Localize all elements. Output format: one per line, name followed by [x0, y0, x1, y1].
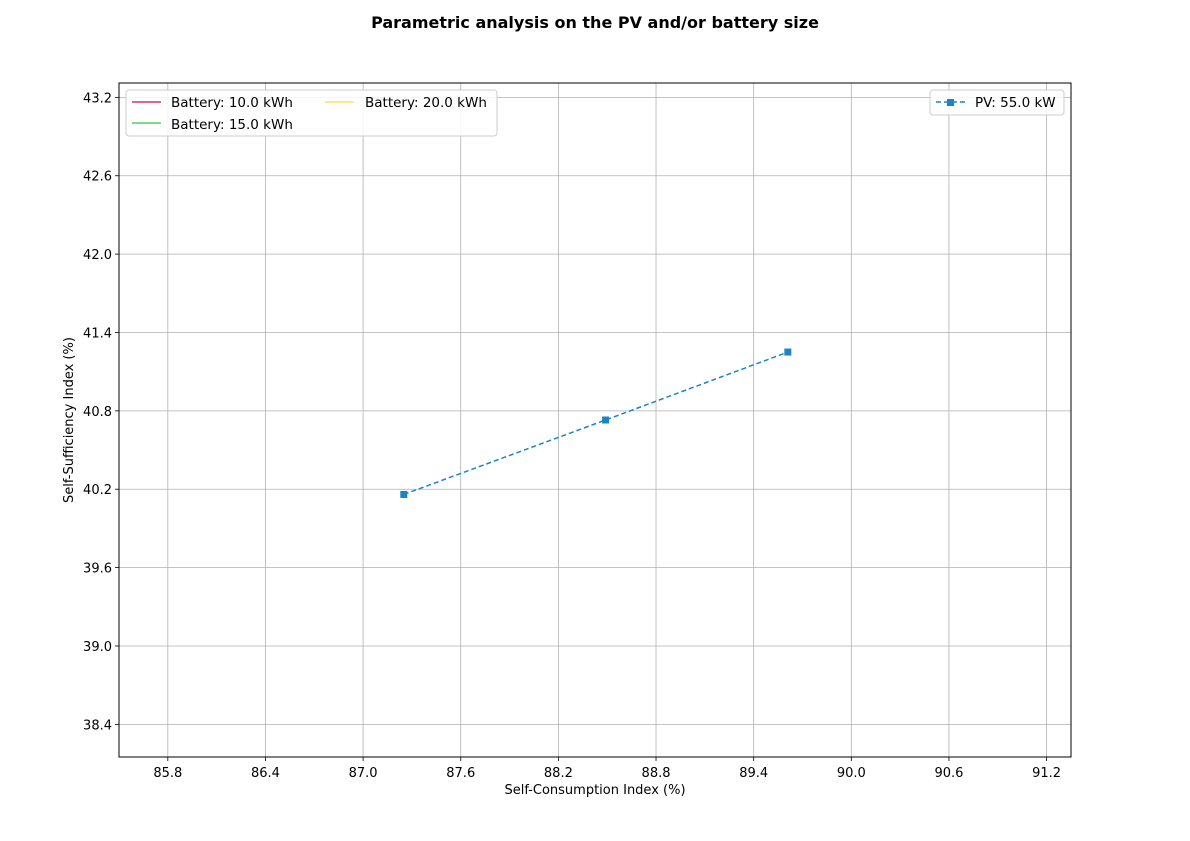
series-layer — [400, 348, 792, 498]
data-point-marker — [602, 416, 610, 424]
legend-battery-15-label: Battery: 15.0 kWh — [171, 117, 293, 133]
x-tick-label: 88.2 — [544, 766, 573, 781]
y-tick-label: 38.4 — [83, 718, 112, 733]
legend-pv: PV: 55.0 kW — [929, 89, 1065, 116]
x-tick-label: 87.0 — [349, 766, 378, 781]
x-tick-label: 88.8 — [642, 766, 671, 781]
x-tick-label: 87.6 — [446, 766, 475, 781]
series-line-pv-55 — [403, 351, 789, 496]
data-point-marker — [400, 490, 408, 498]
y-tick-label: 42.0 — [83, 248, 112, 263]
legend-pv-box — [929, 89, 1065, 116]
legend-batteries: Battery: 10.0 kWh Battery: 15.0 kWh Batt… — [125, 89, 498, 137]
data-point-marker — [784, 348, 792, 356]
x-tick-label: 85.8 — [153, 766, 182, 781]
legend-battery-10-label: Battery: 10.0 kWh — [171, 95, 293, 111]
y-tick-label: 40.2 — [83, 483, 112, 498]
y-tick-label: 39.0 — [83, 640, 112, 655]
x-axis-ticks: 85.8 86.4 87.0 87.6 88.2 88.8 89.4 90.0 90.6 91.2 — [153, 757, 1061, 781]
y-tick-label: 43.2 — [83, 91, 112, 106]
plot-frame — [118, 82, 1072, 758]
x-tick-label: 89.4 — [739, 766, 768, 781]
x-axis-label: Self-Consumption Index (%) — [504, 783, 685, 798]
x-tick-label: 90.0 — [837, 766, 866, 781]
grid-layer — [119, 83, 1071, 757]
y-tick-label: 39.6 — [83, 562, 112, 577]
y-axis-ticks: 38.4 39.0 39.6 40.2 40.8 41.4 42.0 42.6 43.2 — [83, 91, 119, 733]
x-tick-label: 90.6 — [934, 766, 963, 781]
chart-title: Parametric analysis on the PV and/or bat… — [371, 13, 819, 32]
y-tick-label: 41.4 — [83, 326, 112, 341]
y-tick-label: 40.8 — [83, 405, 112, 420]
y-tick-label: 42.6 — [83, 170, 112, 185]
legend-battery-20-label: Battery: 20.0 kWh — [365, 95, 487, 111]
y-axis-label: Self-Sufficiency Index (%) — [62, 337, 77, 503]
legend-pv-label: PV: 55.0 kW — [975, 95, 1056, 111]
x-tick-label: 86.4 — [251, 766, 280, 781]
legend-pv-swatch-marker — [947, 99, 954, 106]
x-tick-label: 91.2 — [1032, 766, 1061, 781]
legend-batteries-box — [125, 89, 498, 137]
